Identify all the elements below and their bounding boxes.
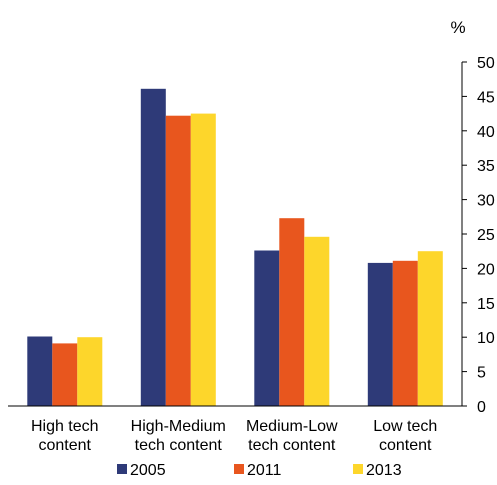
bar-2013-cat-2 — [190, 113, 216, 406]
bar-2011-cat-3 — [279, 218, 305, 406]
bar-2005-cat-3 — [254, 250, 280, 406]
legend-item-2011: 2011 — [234, 462, 282, 479]
legend-swatch — [117, 464, 127, 474]
y-tick-label: 30 — [477, 193, 495, 210]
x-category-label: Low tech content — [373, 418, 437, 454]
y-tick-label: 40 — [477, 124, 495, 141]
legend-item-2005: 2005 — [117, 462, 166, 479]
bar-2013-cat-3 — [304, 236, 330, 406]
x-labels-group: High tech content High-Medium tech content M… — [31, 418, 437, 454]
x-category-label: High-Medium tech content — [131, 418, 226, 454]
y-tick-label: 25 — [477, 227, 495, 244]
legend: 2005 2011 2013 — [117, 462, 402, 479]
legend-swatch — [353, 464, 363, 474]
bar-2005-cat-2 — [140, 88, 166, 407]
legend-label: 2011 — [247, 462, 282, 479]
bar-2013-cat-4 — [417, 251, 443, 406]
legend-label: 2013 — [366, 462, 402, 479]
y-tick-label: 35 — [477, 158, 495, 175]
y-tick-label: 20 — [477, 261, 495, 278]
y-tick-label: 45 — [477, 89, 495, 106]
bar-2013-cat-1 — [77, 337, 103, 406]
bars-group — [27, 88, 443, 407]
x-category-label: Medium-Low tech content — [246, 418, 338, 454]
y-tick-label: 0 — [477, 399, 486, 416]
legend-item-2013: 2013 — [353, 462, 402, 479]
bar-2005-cat-1 — [27, 336, 53, 406]
bar-2011-cat-1 — [52, 343, 78, 406]
x-category-label: High tech content — [31, 418, 99, 454]
y-axis-unit-label: % — [450, 18, 465, 37]
bar-2005-cat-4 — [367, 262, 393, 406]
bar-2011-cat-2 — [165, 115, 191, 406]
y-ticks-group: 0 5 10 15 20 25 30 35 40 45 50 — [462, 55, 495, 416]
y-tick-label: 10 — [477, 330, 495, 347]
legend-label: 2005 — [130, 462, 166, 479]
y-tick-label: 50 — [477, 55, 495, 72]
y-tick-label: 5 — [477, 365, 486, 382]
y-tick-label: 15 — [477, 296, 495, 313]
legend-swatch — [234, 464, 244, 474]
bar-2011-cat-4 — [392, 260, 418, 406]
